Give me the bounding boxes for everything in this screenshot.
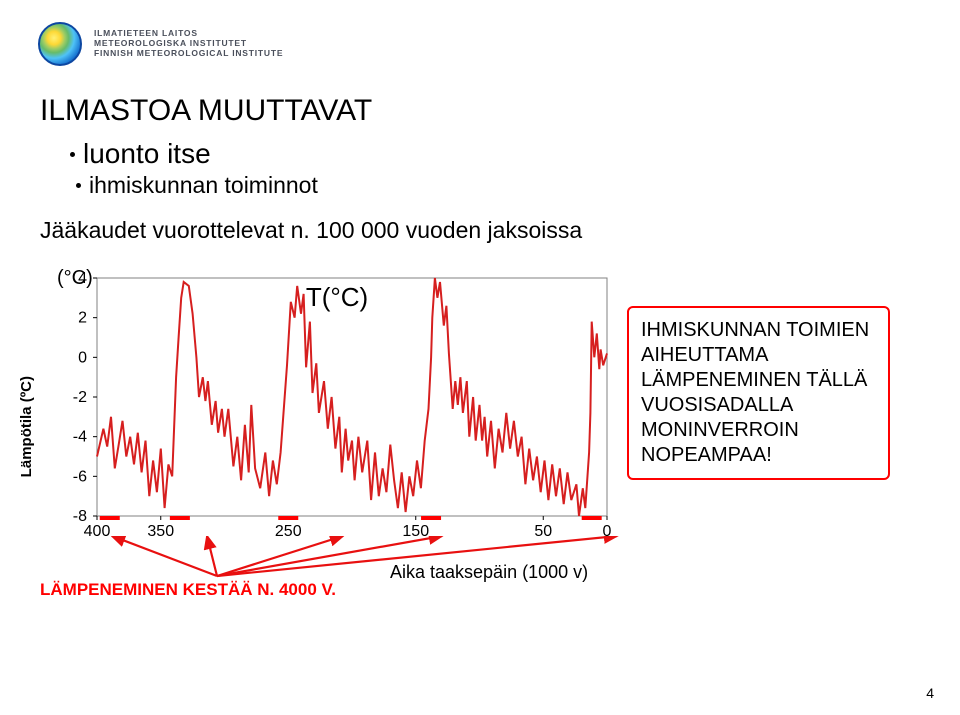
bullet-1-text: luonto itse	[83, 138, 211, 170]
svg-text:(°C): (°C)	[57, 267, 93, 289]
temperature-chart: -8-6-4-2024(°C)400350250150500T(°C)	[37, 266, 617, 546]
fmi-logo	[38, 22, 82, 66]
footer: LÄMPENEMINEN KESTÄÄ N. 4000 V. Aika taak…	[0, 552, 960, 612]
page-title: ILMASTOA MUUTTAVAT	[40, 94, 960, 128]
header: ILMATIETEEN LAITOS METEOROLOGISKA INSTIT…	[0, 0, 960, 66]
svg-text:-2: -2	[73, 389, 87, 406]
title-block: ILMASTOA MUUTTAVAT luonto itse ihmiskunn…	[40, 94, 960, 199]
bullet-dot-icon	[76, 183, 81, 188]
bullet-2-text: ihmiskunnan toiminnot	[89, 172, 318, 199]
x-axis-label: Aika taaksepäin (1000 v)	[390, 562, 588, 583]
callout-box: IHMISKUNNAN TOIMIEN AIHEUTTAMA LÄMPENEMI…	[627, 306, 890, 480]
svg-text:T(°C): T(°C)	[306, 282, 368, 312]
page-number: 4	[926, 685, 934, 701]
institute-en: FINNISH METEOROLOGICAL INSTITUTE	[94, 49, 283, 59]
chart-row: Lämpötila (ºC) -8-6-4-2024(°C)4003502501…	[0, 266, 960, 546]
bullet-dot-icon	[70, 152, 75, 157]
footer-left-label: LÄMPENEMINEN KESTÄÄ N. 4000 V.	[40, 580, 336, 600]
svg-text:0: 0	[78, 349, 87, 366]
svg-text:-4: -4	[73, 429, 87, 446]
svg-text:-6: -6	[73, 468, 87, 485]
chart-column: -8-6-4-2024(°C)400350250150500T(°C)	[37, 266, 617, 546]
bullet-list: luonto itse ihmiskunnan toiminnot	[70, 138, 960, 199]
svg-text:2: 2	[78, 310, 87, 327]
subtitle: Jääkaudet vuorottelevat n. 100 000 vuode…	[40, 217, 960, 244]
y-axis-label: Lämpötila (ºC)	[18, 376, 35, 477]
institute-name-block: ILMATIETEEN LAITOS METEOROLOGISKA INSTIT…	[94, 29, 283, 58]
bullet-1: luonto itse	[70, 138, 960, 170]
bullet-2: ihmiskunnan toiminnot	[76, 172, 960, 199]
